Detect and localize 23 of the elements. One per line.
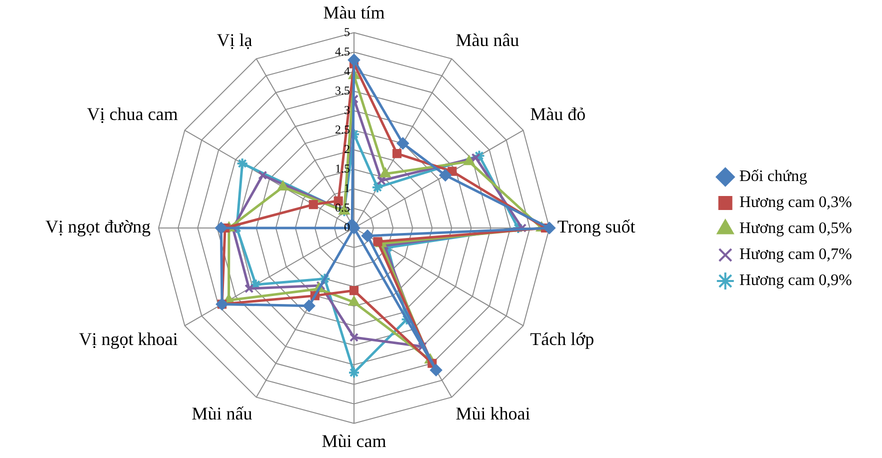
legend-label: Đối chứng — [739, 168, 808, 186]
legend-label: Hương cam 0,3% — [739, 194, 852, 212]
legend-label: Hương cam 0,7% — [739, 246, 852, 264]
spoke-label: Vị lạ — [216, 30, 252, 50]
spoke-label: Màu đỏ — [530, 104, 586, 124]
spoke-label: Tách lớp — [530, 329, 594, 350]
spoke-label: Vị ngọt khoai — [78, 329, 178, 350]
spoke-label: Màu nâu — [456, 30, 520, 50]
legend-label: Hương cam 0,9% — [739, 272, 852, 290]
spoke-label: Vị chua cam — [86, 104, 178, 124]
y-tick-label: 3.5 — [335, 83, 350, 98]
y-tick-label: 4 — [344, 64, 350, 78]
spoke-label: Mùi khoai — [456, 404, 530, 424]
y-tick-label: 4.5 — [335, 44, 350, 58]
spoke-label: Trong suốt — [557, 216, 636, 237]
y-tick-label: 3 — [344, 102, 350, 117]
spoke-label: Vị ngọt đường — [45, 216, 151, 237]
spoke-label: Màu tím — [323, 2, 385, 23]
spoke-label: Mùi cam — [322, 430, 386, 451]
y-tick-label: 1 — [344, 181, 350, 196]
spoke-label: Mùi nấu — [192, 404, 252, 424]
y-tick-label: 5 — [344, 24, 350, 39]
legend-label: Hương cam 0,5% — [739, 220, 852, 238]
